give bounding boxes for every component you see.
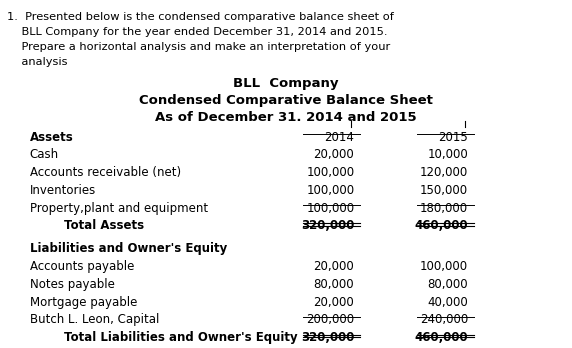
Text: 20,000: 20,000 (313, 148, 354, 161)
Text: 100,000: 100,000 (306, 166, 354, 179)
Text: BLL  Company: BLL Company (233, 77, 339, 90)
Text: As of December 31. 2014 and 2015: As of December 31. 2014 and 2015 (155, 111, 417, 124)
Text: BLL Company for the year ended December 31, 2014 and 2015.: BLL Company for the year ended December … (7, 27, 388, 37)
Text: 80,000: 80,000 (313, 278, 354, 291)
Text: 320,000: 320,000 (301, 331, 354, 344)
Text: Condensed Comparative Balance Sheet: Condensed Comparative Balance Sheet (139, 94, 433, 107)
Text: 100,000: 100,000 (306, 184, 354, 197)
Text: 20,000: 20,000 (313, 260, 354, 273)
Text: 180,000: 180,000 (420, 201, 468, 215)
Text: 20,000: 20,000 (313, 295, 354, 309)
Text: 320,000: 320,000 (301, 219, 354, 232)
Text: analysis: analysis (7, 57, 67, 67)
Text: 240,000: 240,000 (420, 313, 468, 326)
Text: 150,000: 150,000 (420, 184, 468, 197)
Text: Property,plant and equipment: Property,plant and equipment (30, 201, 208, 215)
Text: Prepare a horizontal analysis and make an interpretation of your: Prepare a horizontal analysis and make a… (7, 42, 390, 52)
Text: 200,000: 200,000 (306, 313, 354, 326)
Text: Mortgage payable: Mortgage payable (30, 295, 137, 309)
Text: 10,000: 10,000 (427, 148, 468, 161)
Text: 100,000: 100,000 (420, 260, 468, 273)
Text: 1.  Presented below is the condensed comparative balance sheet of: 1. Presented below is the condensed comp… (7, 11, 394, 22)
Text: Total Liabilities and Owner's Equity: Total Liabilities and Owner's Equity (64, 331, 297, 344)
Text: Liabilities and Owner's Equity: Liabilities and Owner's Equity (30, 242, 227, 255)
Text: Notes payable: Notes payable (30, 278, 115, 291)
Text: Butch L. Leon, Capital: Butch L. Leon, Capital (30, 313, 159, 326)
Text: Total Assets: Total Assets (64, 219, 144, 232)
Text: Accounts payable: Accounts payable (30, 260, 134, 273)
Text: 80,000: 80,000 (427, 278, 468, 291)
Text: Inventories: Inventories (30, 184, 96, 197)
Text: 40,000: 40,000 (427, 295, 468, 309)
Text: 460,000: 460,000 (415, 219, 468, 232)
Text: 100,000: 100,000 (306, 201, 354, 215)
Text: Accounts receivable (net): Accounts receivable (net) (30, 166, 181, 179)
Text: 2014: 2014 (324, 130, 354, 143)
Text: Cash: Cash (30, 148, 59, 161)
Text: 2015: 2015 (438, 130, 468, 143)
Text: 460,000: 460,000 (415, 331, 468, 344)
Text: 120,000: 120,000 (420, 166, 468, 179)
Text: Assets: Assets (30, 130, 74, 143)
